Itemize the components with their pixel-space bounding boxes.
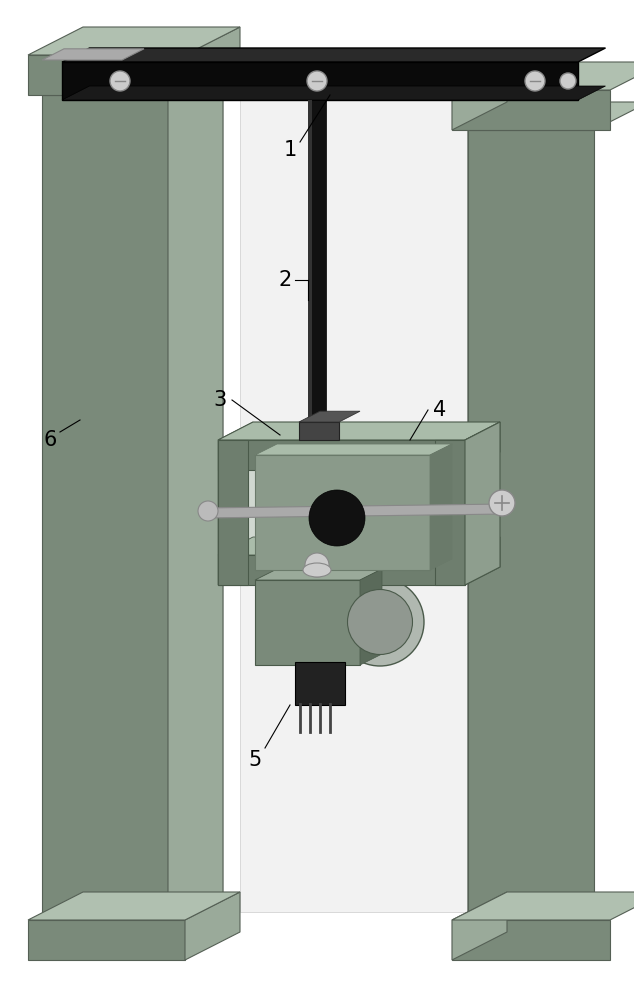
Polygon shape	[42, 49, 144, 60]
Polygon shape	[62, 62, 578, 100]
Polygon shape	[465, 422, 500, 585]
Text: 2: 2	[278, 270, 292, 290]
Polygon shape	[255, 455, 430, 570]
Text: 5: 5	[249, 750, 262, 770]
Polygon shape	[168, 67, 223, 945]
Polygon shape	[42, 95, 168, 945]
Polygon shape	[168, 67, 223, 920]
Polygon shape	[452, 90, 610, 130]
Polygon shape	[218, 422, 500, 440]
Polygon shape	[468, 102, 523, 920]
Polygon shape	[28, 55, 185, 95]
Polygon shape	[465, 537, 500, 585]
Text: 6: 6	[43, 430, 56, 450]
Ellipse shape	[303, 563, 331, 577]
Polygon shape	[435, 440, 465, 585]
Circle shape	[110, 71, 130, 91]
Polygon shape	[468, 102, 523, 945]
Polygon shape	[452, 892, 634, 920]
Circle shape	[489, 490, 515, 516]
Text: 1: 1	[283, 140, 297, 160]
Polygon shape	[299, 422, 339, 440]
Circle shape	[305, 553, 329, 577]
Polygon shape	[452, 892, 507, 960]
Polygon shape	[299, 411, 360, 422]
Polygon shape	[295, 662, 345, 705]
Polygon shape	[452, 62, 634, 90]
Polygon shape	[185, 27, 240, 95]
Polygon shape	[255, 444, 452, 455]
Polygon shape	[308, 100, 326, 445]
Polygon shape	[430, 444, 452, 570]
Polygon shape	[62, 48, 605, 62]
Text: 3: 3	[214, 390, 226, 410]
Polygon shape	[218, 537, 500, 555]
Polygon shape	[185, 892, 240, 960]
Circle shape	[560, 73, 576, 89]
Polygon shape	[465, 422, 500, 470]
Polygon shape	[218, 440, 465, 470]
Polygon shape	[62, 86, 605, 100]
Ellipse shape	[347, 589, 413, 654]
Circle shape	[309, 490, 365, 546]
Polygon shape	[360, 569, 382, 665]
Polygon shape	[452, 920, 610, 960]
Polygon shape	[240, 72, 510, 912]
Polygon shape	[255, 569, 382, 580]
Circle shape	[307, 71, 327, 91]
Polygon shape	[28, 920, 185, 960]
Polygon shape	[468, 102, 634, 130]
Polygon shape	[308, 100, 312, 445]
Text: 4: 4	[434, 400, 446, 420]
Polygon shape	[248, 470, 435, 555]
Polygon shape	[218, 555, 465, 585]
Polygon shape	[42, 67, 223, 95]
Circle shape	[198, 501, 218, 521]
Circle shape	[525, 71, 545, 91]
Polygon shape	[203, 504, 505, 518]
Polygon shape	[28, 27, 240, 55]
Ellipse shape	[336, 578, 424, 666]
Polygon shape	[218, 440, 248, 585]
Polygon shape	[218, 422, 253, 585]
Polygon shape	[452, 62, 507, 130]
Polygon shape	[28, 892, 240, 920]
Polygon shape	[468, 130, 594, 945]
Polygon shape	[255, 580, 360, 665]
